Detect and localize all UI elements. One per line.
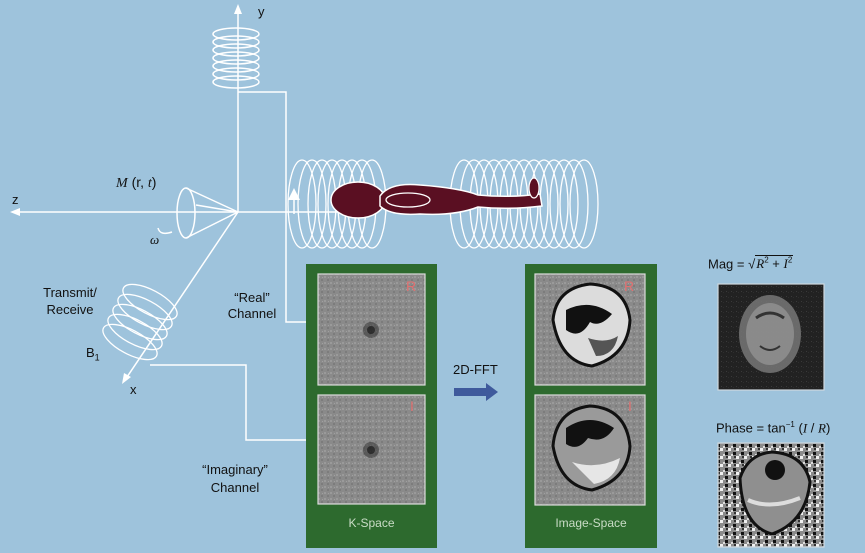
b1-main: B: [86, 345, 95, 360]
imagespace-panel: [525, 264, 657, 548]
magnetization-args-open: (r,: [131, 174, 148, 190]
imaginary-channel-label-2: Channel: [210, 480, 260, 495]
x-axis: [124, 211, 239, 381]
phase-slash: /: [807, 420, 819, 436]
phase-close: ): [825, 420, 831, 436]
phase-open: (: [794, 420, 803, 436]
coordinate-axes: [14, 8, 340, 381]
transmit-receive-label-1: Transmit/: [43, 285, 97, 300]
magnitude-exp-i: 2: [787, 256, 793, 265]
kspace-label: K-Space: [348, 516, 395, 530]
imagespace-label: Image-Space: [555, 516, 627, 530]
phase-exp: −1: [785, 420, 795, 429]
magnetization-symbol: M: [116, 176, 128, 191]
phase-formula: Phase = tan−1 (I / R): [716, 420, 830, 436]
kspace-imaginary-tag: I: [410, 398, 414, 414]
imaginary-signal-path: [150, 364, 312, 441]
magnitude-prefix: Mag =: [708, 256, 749, 272]
real-channel-label-2: Channel: [227, 306, 277, 321]
z-axis-label: z: [12, 192, 19, 207]
b1-sub: 1: [94, 352, 100, 363]
phase-prefix: Phase = tan: [716, 420, 786, 436]
magnitude-plus: +: [768, 256, 784, 272]
kspace-real-tag: R: [406, 278, 417, 294]
phase-image: [717, 442, 825, 548]
phase-i: I: [802, 420, 808, 436]
subject-silhouette: [330, 177, 543, 219]
y-axis-arrowhead: [234, 4, 242, 14]
x-axis-label: x: [130, 382, 137, 397]
fft-arrow-icon: [454, 383, 498, 401]
magnetization-label: M (r, t): [116, 174, 156, 192]
transmit-receive-coil: [102, 283, 178, 361]
magnitude-image: [717, 283, 825, 391]
magnetization-time: t: [147, 176, 152, 191]
magnetization-args-close: ): [151, 174, 157, 190]
imagespace-real-tag: R: [624, 278, 635, 294]
kspace-panel: [306, 264, 437, 548]
magnitude-r: R: [756, 256, 765, 272]
b0-arrow-icon: [288, 188, 300, 200]
transmit-receive-label-2: Receive: [46, 302, 94, 317]
imagespace-imaginary-tag: I: [628, 398, 632, 414]
imaginary-channel-label-1: “Imaginary”: [202, 462, 268, 477]
magnitude-formula: Mag = √R2 + I2: [708, 255, 794, 272]
z-axis-arrowhead: [10, 208, 20, 216]
magnitude-exp-r: 2: [764, 256, 769, 265]
b1-label: B1: [86, 345, 100, 363]
omega-label: ω: [150, 232, 160, 247]
x-axis-arrowhead: [122, 373, 131, 384]
real-channel-label-1: “Real”: [234, 290, 270, 305]
precession-cone: [157, 187, 239, 239]
magnitude-i: I: [783, 256, 788, 272]
phase-r: R: [818, 420, 826, 436]
y-coil: [212, 27, 260, 89]
real-signal-path: [238, 91, 312, 323]
y-axis-label: y: [258, 4, 265, 19]
fft-label: 2D-FFT: [453, 362, 498, 377]
